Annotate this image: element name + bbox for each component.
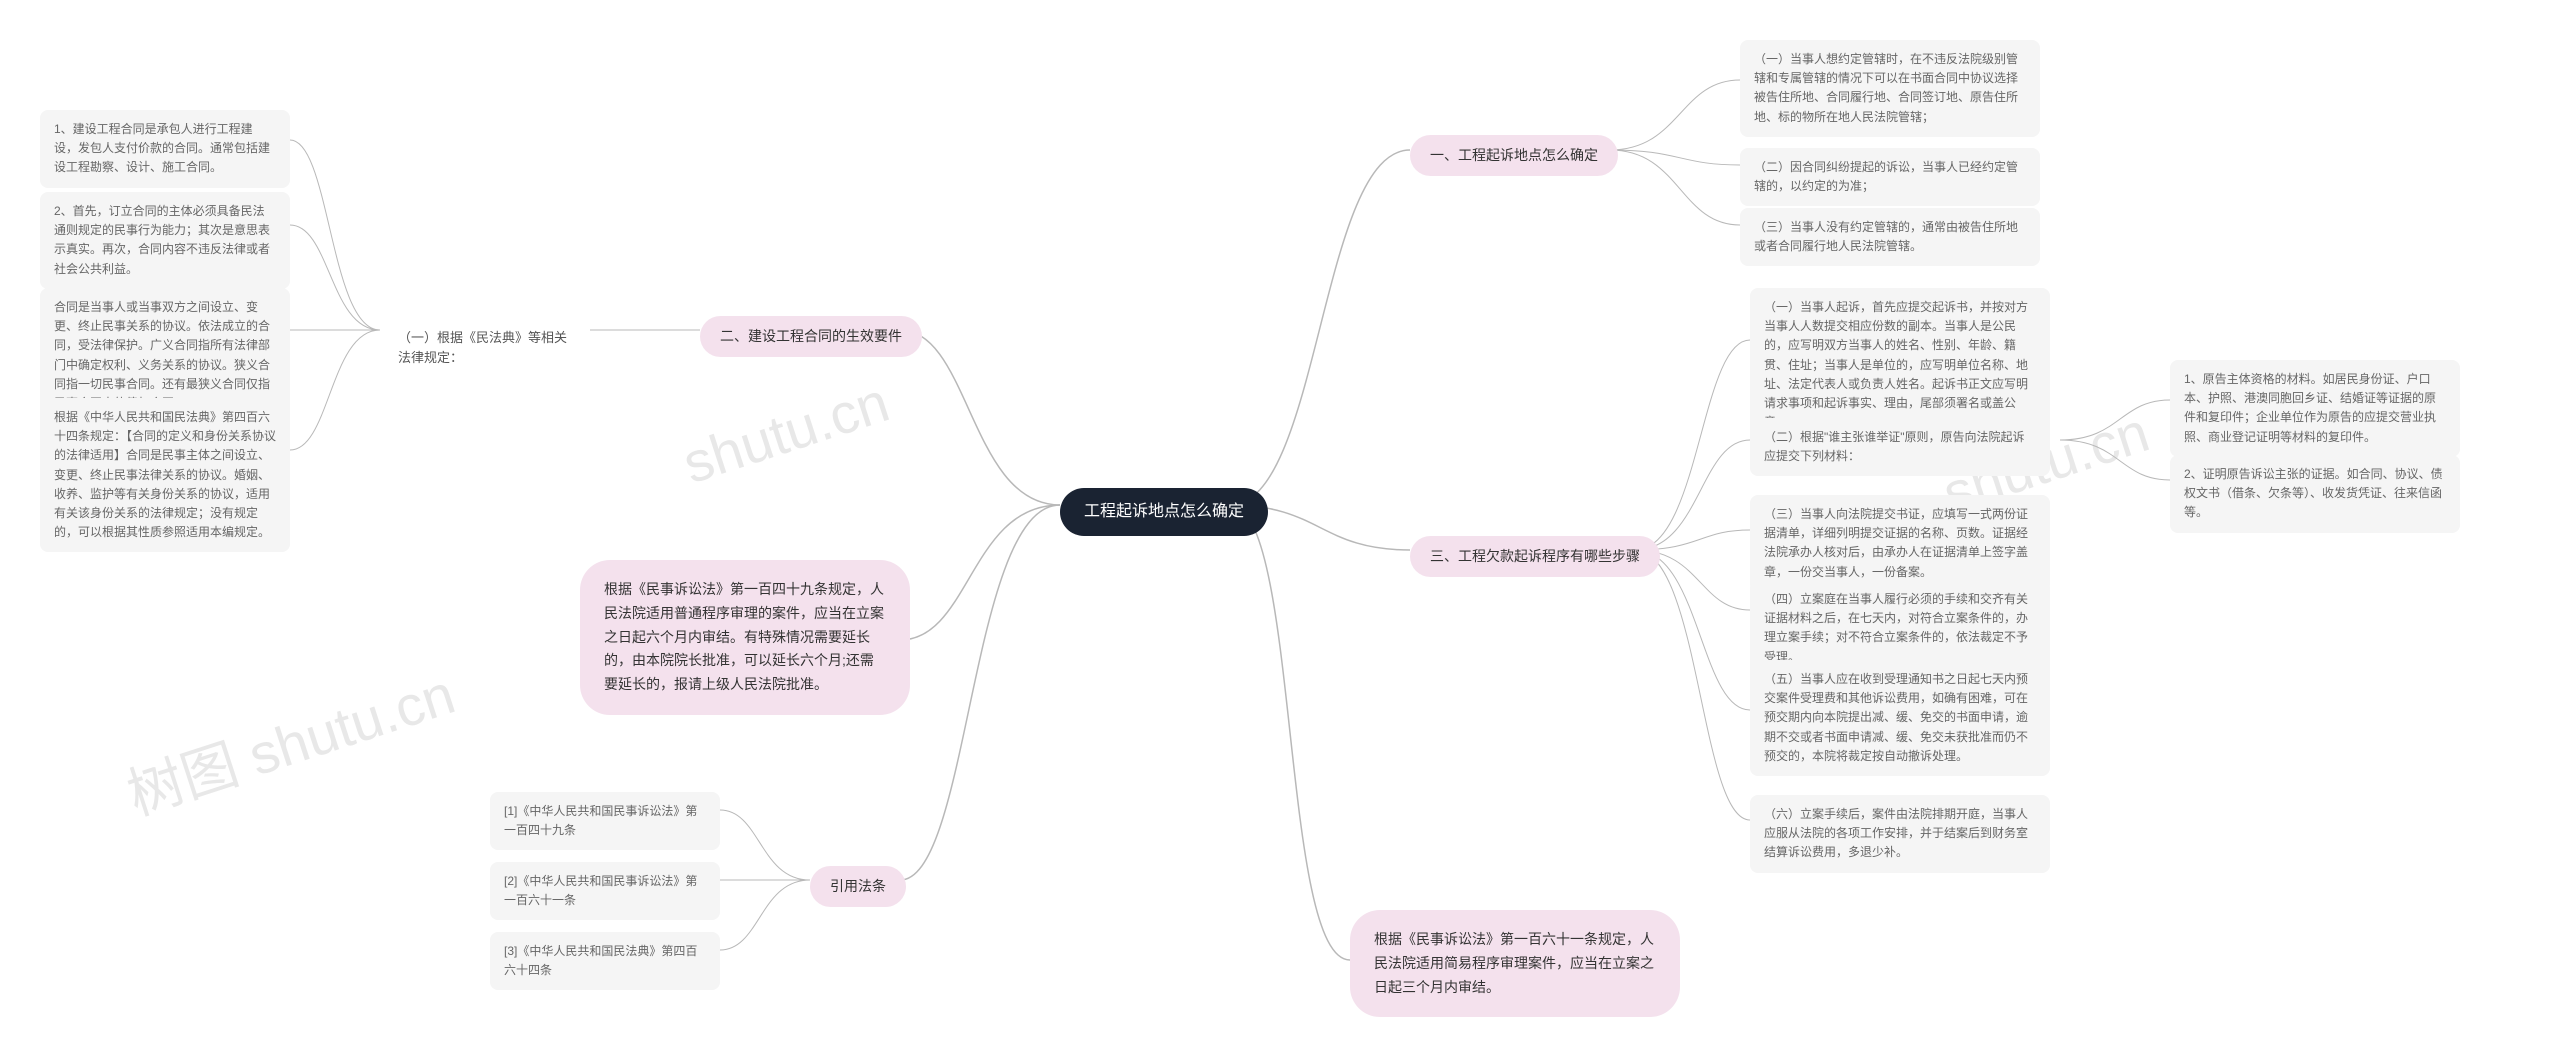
branch-2-child-4: 根据《中华人民共和国民法典》第四百六十四条规定：【合同的定义和身份关系协议的法律… xyxy=(40,398,290,552)
branch-3-child-2-title: （二）根据"谁主张谁举证"原则，原告向法院起诉应提交下列材料： xyxy=(1750,418,2050,476)
branch-2-title[interactable]: 二、建设工程合同的生效要件 xyxy=(700,316,922,357)
branch-3-child-2-sub-1: 1、原告主体资格的材料。如居民身份证、户口本、护照、港澳同胞回乡证、结婚证等证据… xyxy=(2170,360,2460,457)
branch-1-title[interactable]: 一、工程起诉地点怎么确定 xyxy=(1410,135,1618,176)
branch-6-title[interactable]: 根据《民事诉讼法》第一百四十九条规定，人民法院适用普通程序审理的案件，应当在立案… xyxy=(580,560,910,715)
branch-5-child-3: [3]《中华人民共和国民法典》第四百六十四条 xyxy=(490,932,720,990)
branch-3-child-6: （六）立案手续后，案件由法院排期开庭，当事人应服从法院的各项工作安排，并于结案后… xyxy=(1750,795,2050,873)
branch-4-title[interactable]: 根据《民事诉讼法》第一百六十一条规定，人民法院适用简易程序审理案件，应当在立案之… xyxy=(1350,910,1680,1017)
branch-5-title[interactable]: 引用法条 xyxy=(810,866,906,907)
branch-5-child-2: [2]《中华人民共和国民事诉讼法》第一百六十一条 xyxy=(490,862,720,920)
branch-5-child-1: [1]《中华人民共和国民事诉讼法》第一百四十九条 xyxy=(490,792,720,850)
branch-2-child-1: 1、建设工程合同是承包人进行工程建设，发包人支付价款的合同。通常包括建设工程勘察… xyxy=(40,110,290,188)
branch-3-child-5: （五）当事人应在收到受理通知书之日起七天内预交案件受理费和其他诉讼费用，如确有困… xyxy=(1750,660,2050,776)
branch-1-child-1: （一）当事人想约定管辖时，在不违反法院级别管辖和专属管辖的情况下可以在书面合同中… xyxy=(1740,40,2040,137)
watermark: 树图 shutu.cn xyxy=(116,650,464,832)
branch-1-child-2: （二）因合同纠纷提起的诉讼，当事人已经约定管辖的，以约定的为准； xyxy=(1740,148,2040,206)
branch-2-child-2: 2、首先，订立合同的主体必须具备民法通则规定的民事行为能力；其次是意思表示真实。… xyxy=(40,192,290,289)
branch-3-child-3: （三）当事人向法院提交书证，应填写一式两份证据清单，详细列明提交证据的名称、页数… xyxy=(1750,495,2050,592)
branch-3-child-2-sub-2: 2、证明原告诉讼主张的证据。如合同、协议、债权文书（借条、欠条等）、收发货凭证、… xyxy=(2170,455,2460,533)
watermark: shutu.cn xyxy=(675,369,896,496)
branch-2-sub: （一）根据《民法典》等相关法律规定： xyxy=(382,320,592,375)
branch-1-child-3: （三）当事人没有约定管辖的，通常由被告住所地或者合同履行地人民法院管辖。 xyxy=(1740,208,2040,266)
branch-3-title[interactable]: 三、工程欠款起诉程序有哪些步骤 xyxy=(1410,536,1660,577)
central-topic[interactable]: 工程起诉地点怎么确定 xyxy=(1060,488,1268,536)
